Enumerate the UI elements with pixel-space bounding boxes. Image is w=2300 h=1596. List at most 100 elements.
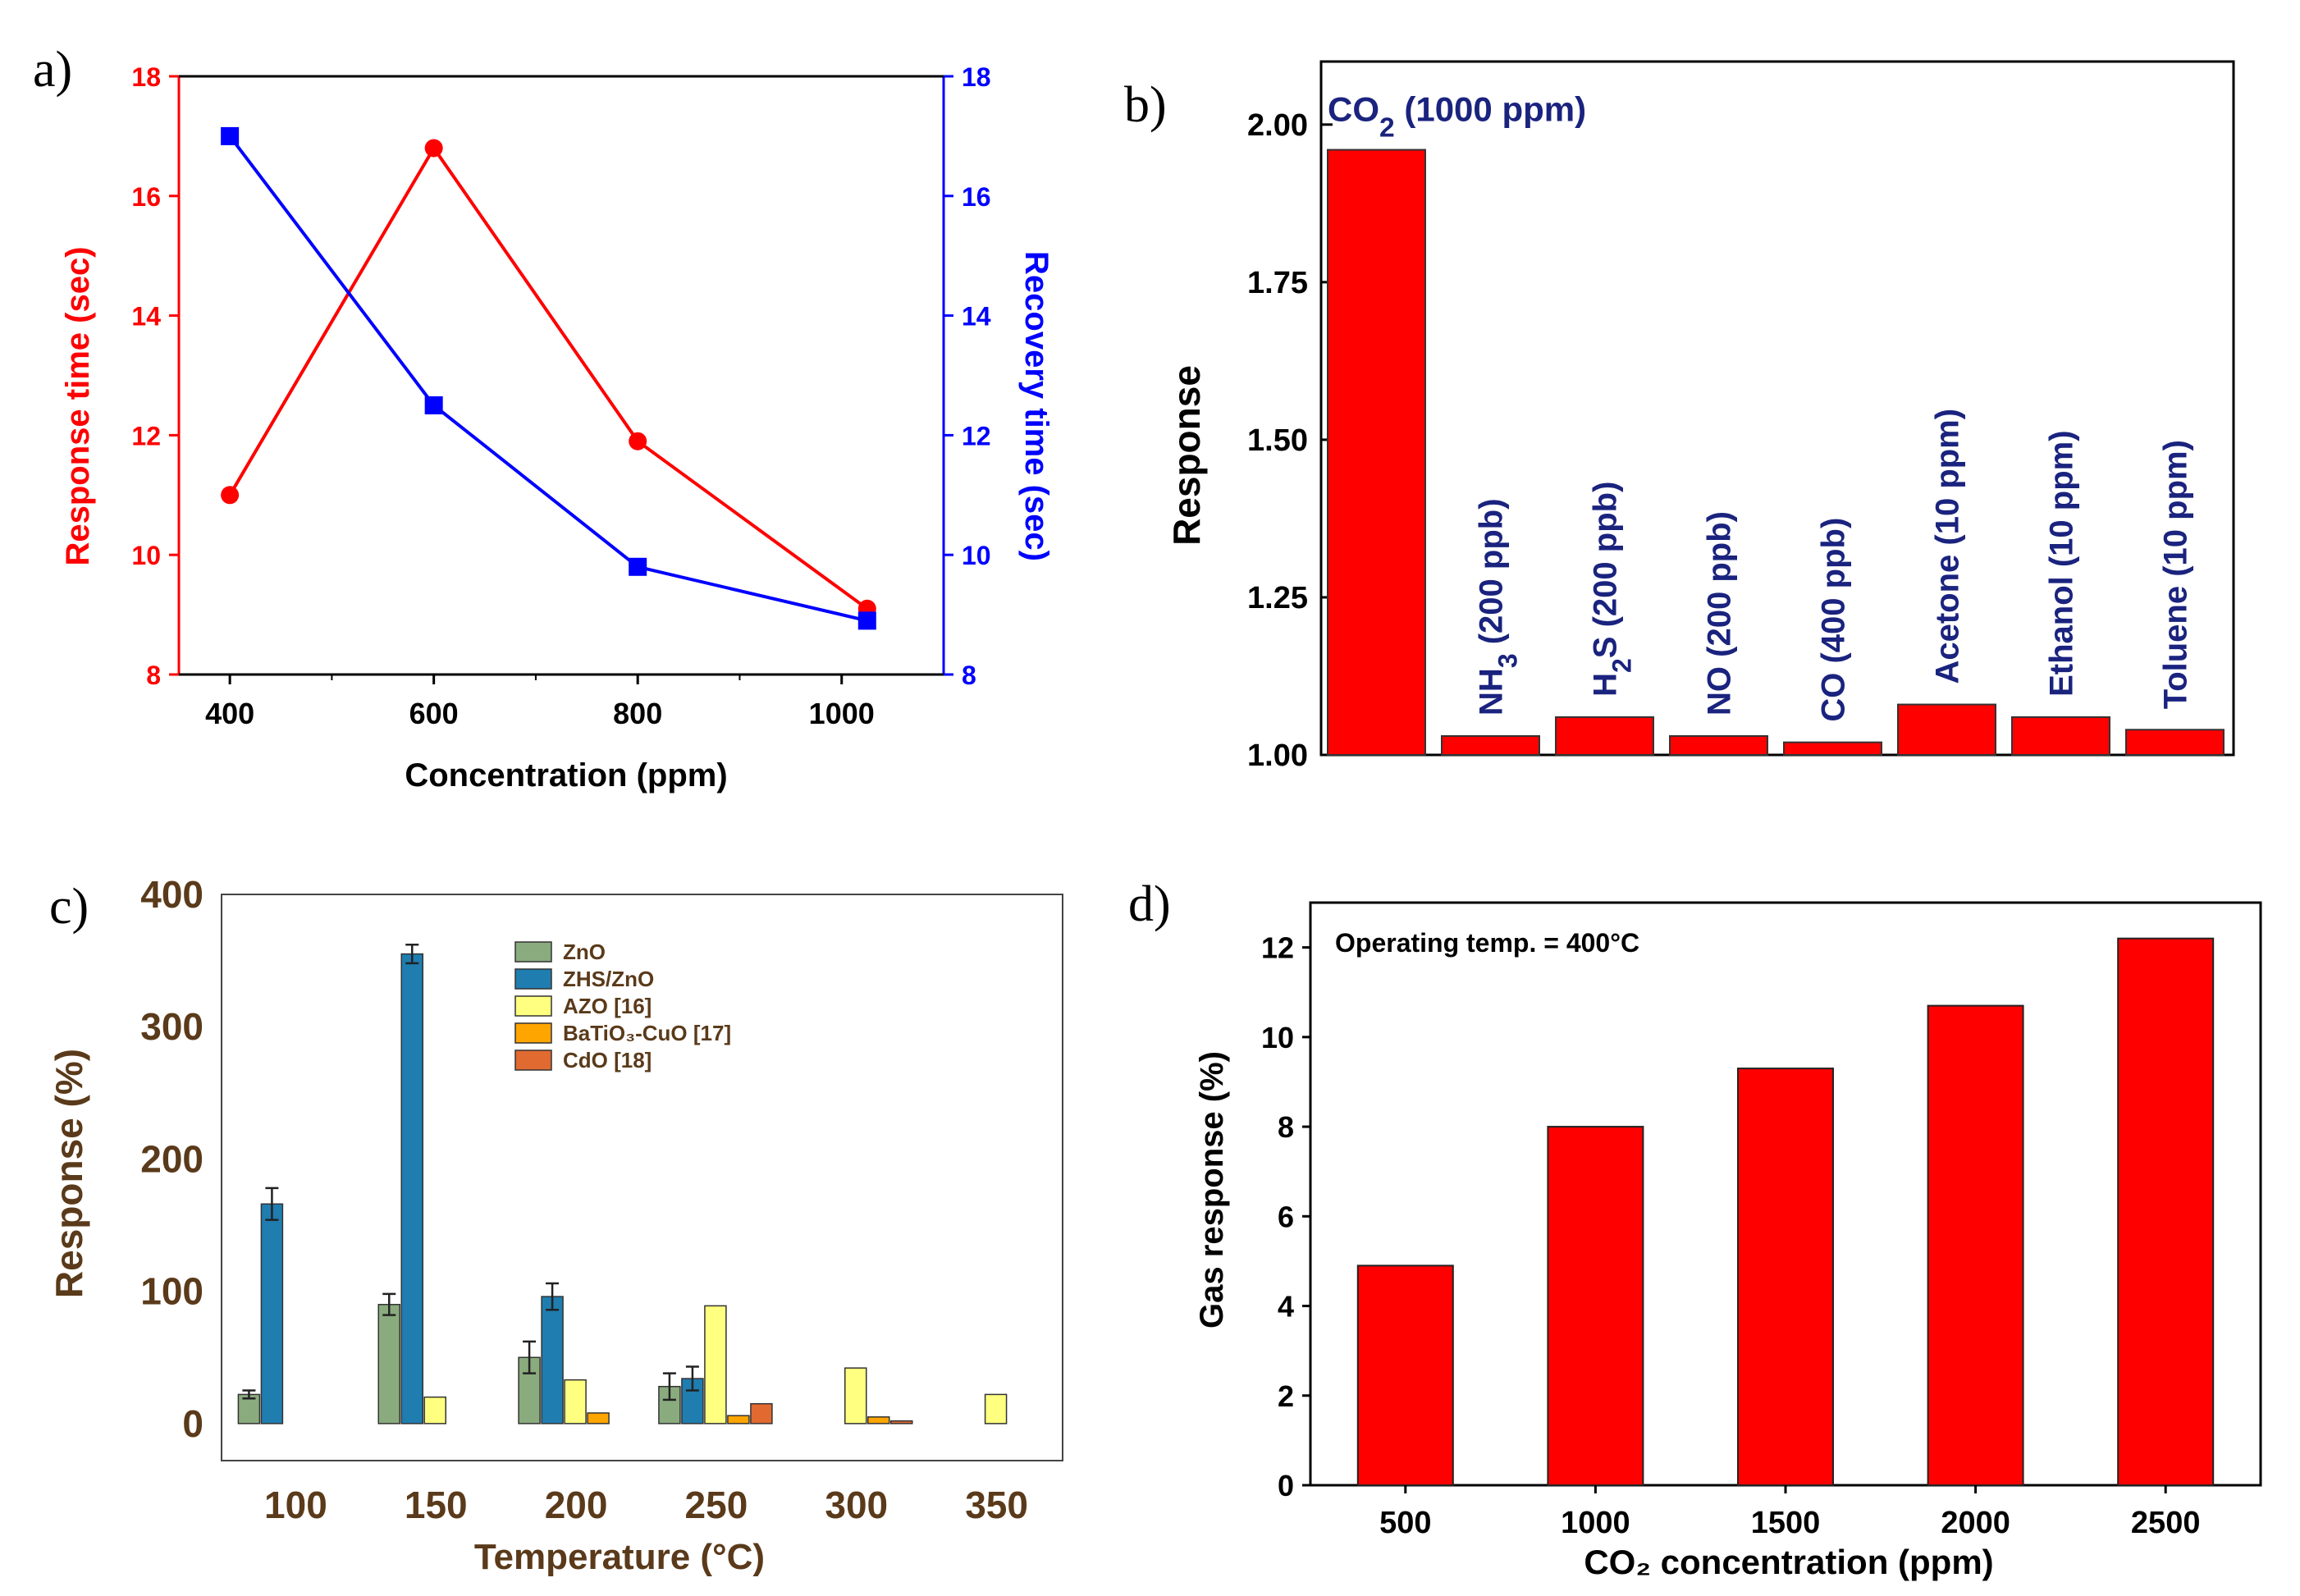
a-left-tick-label: 8 (146, 661, 161, 690)
a-series-line-response (228, 144, 868, 611)
c-legend-swatch (514, 968, 552, 990)
c-legend-swatch (514, 1022, 552, 1044)
a-recovery-point (857, 611, 876, 630)
a-right-tick-label: 8 (962, 661, 976, 690)
a-left-tick-label: 18 (131, 62, 161, 92)
panel-b-chart: b) 1.00 1.25 1.50 1.75 2.00 CO2 (1000 ppm) NH3… (1124, 60, 2235, 773)
c-y-tick-label: 100 (140, 1270, 203, 1313)
c-y-tick-label: 400 (140, 873, 203, 916)
b-bar-label: NO (200 ppb) (1702, 511, 1738, 716)
c-bar (704, 1305, 727, 1425)
b-y-tick-label: 1.00 (1247, 739, 1308, 773)
d-bar (1927, 1004, 2024, 1486)
d-y-tick-label: 6 (1278, 1200, 1294, 1233)
a-response-point (221, 486, 240, 505)
c-bar (423, 1396, 446, 1425)
a-x-tick-label: 600 (409, 697, 459, 730)
a-x-tick-label: 1000 (809, 697, 875, 730)
c-bar (727, 1415, 750, 1425)
panel-a-plot-area: 400 600 800 1000 8 8 10 10 12 12 14 14 16 16 18 18 (131, 62, 990, 730)
c-bar (564, 1379, 587, 1425)
c-bar (541, 1296, 564, 1425)
d-y-tick-label: 8 (1278, 1110, 1294, 1144)
panel-d-y-axis-label: Gas response (%) (1194, 1051, 1230, 1328)
c-x-tick-label: 200 (545, 1484, 608, 1526)
b-bar (2125, 729, 2225, 756)
d-y-tick-label: 2 (1278, 1379, 1294, 1413)
d-y-tick-label: 12 (1261, 931, 1294, 965)
b-y-tick-label: 1.50 (1247, 423, 1308, 458)
c-legend-swatch (514, 995, 552, 1017)
panel-c-label: c) (49, 879, 89, 935)
b-y-tick-label: 1.75 (1247, 266, 1308, 300)
d-x-tick-label: 1000 (1561, 1506, 1630, 1540)
b-bar-label: CO (400 ppb) (1816, 518, 1852, 722)
c-x-tick-label: 150 (405, 1484, 468, 1526)
a-left-tick-label: 12 (131, 421, 161, 450)
d-x-tick-label: 2500 (2131, 1506, 2201, 1540)
b-bar (1669, 734, 1768, 756)
b-y-tick-label: 1.25 (1247, 581, 1308, 615)
panel-c-x-axis-label: Temperature (°C) (474, 1537, 765, 1577)
c-bar (400, 953, 423, 1425)
c-bar (890, 1420, 913, 1425)
b-bar-label: H2S (200 ppb) (1588, 482, 1637, 697)
panel-d-chart: d) 0 2 4 6 8 10 12 500 1000 1500 2000 2500 Operating… (1128, 876, 2262, 1581)
b-bar-label: Ethanol (10 ppm) (2044, 430, 2080, 696)
panel-a-label: a) (33, 42, 72, 98)
b-bar (2011, 716, 2110, 757)
c-legend-label: CdO [18] (563, 1048, 652, 1072)
c-bar (867, 1416, 890, 1425)
panel-b-y-axis-label: Response (1165, 365, 1208, 546)
b-bar (1555, 716, 1654, 757)
b-bar-label: CO2 (1000 ppm) (1328, 90, 1586, 144)
b-plot-frame (1319, 60, 2235, 757)
b-bar (1783, 741, 1882, 756)
a-x-tick-label: 800 (613, 697, 662, 730)
panel-c-y-axis-label: Response (%) (48, 1049, 90, 1298)
c-y-tick-label: 200 (140, 1137, 203, 1180)
d-x-tick-label: 500 (1379, 1506, 1431, 1540)
c-legend-label: AZO [16] (563, 994, 652, 1018)
a-recovery-point (629, 557, 647, 576)
a-response-point (629, 432, 647, 450)
d-bar (2117, 937, 2215, 1486)
d-annotation: Operating temp. = 400°C (1335, 928, 1639, 958)
c-legend-label: ZHS/ZnO (563, 967, 654, 991)
d-x-tick-label: 2000 (1941, 1506, 2010, 1540)
a-recovery-point (424, 396, 443, 414)
panel-b-label: b) (1124, 77, 1167, 133)
c-plot-frame (221, 894, 1063, 1461)
c-x-tick-label: 350 (965, 1484, 1028, 1526)
c-legend-swatch (514, 941, 552, 963)
c-bar (260, 1203, 284, 1425)
b-bar (1897, 703, 1996, 757)
d-y-tick-label: 10 (1261, 1021, 1294, 1054)
c-bar (750, 1402, 773, 1425)
b-bar-label: Acetone (10 ppm) (1930, 409, 1966, 684)
a-x-tick-label: 400 (205, 697, 254, 730)
d-bar (1356, 1264, 1454, 1487)
c-y-tick-label: 0 (182, 1402, 203, 1445)
c-bar (587, 1412, 610, 1425)
a-left-tick-label: 16 (131, 182, 161, 212)
c-bar (844, 1367, 867, 1425)
panel-a-chart: a) 400 600 800 1000 8 8 10 10 12 12 14 14 16 16 18 18 C… (33, 42, 1054, 793)
b-bar-label: Toluene (10 ppm) (2158, 440, 2194, 709)
a-right-tick-label: 12 (962, 421, 991, 450)
c-y-tick-label: 300 (140, 1005, 203, 1048)
panel-a-right-y-axis-label: Recovery time (sec) (1018, 251, 1054, 561)
c-legend-label: ZnO (563, 940, 606, 964)
c-bar (377, 1304, 400, 1425)
a-recovery-point (221, 126, 240, 145)
c-x-tick-label: 100 (264, 1484, 327, 1526)
c-legend-label: BaTiO₃-CuO [17] (563, 1021, 731, 1045)
b-bar (1327, 149, 1426, 756)
panel-d-plot-area: 0 2 4 6 8 10 12 500 1000 1500 2000 2500 Operating te… (1261, 901, 2262, 1540)
a-response-point (424, 139, 443, 158)
d-y-tick-label: 4 (1278, 1290, 1294, 1324)
b-y-tick-label: 2.00 (1247, 108, 1308, 143)
panel-d-label: d) (1128, 876, 1171, 932)
d-bar (1547, 1126, 1644, 1486)
